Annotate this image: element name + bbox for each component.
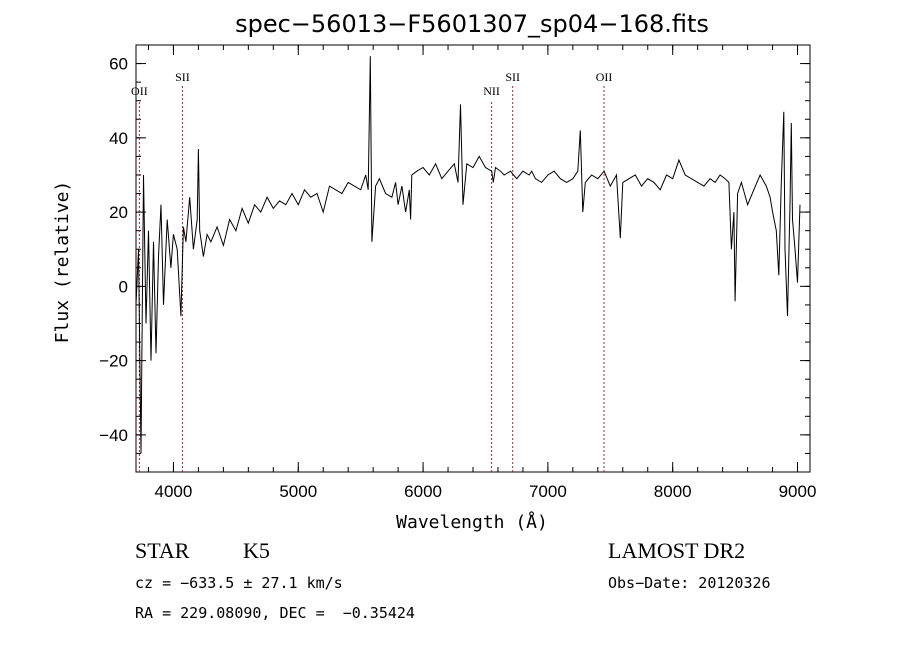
redshift-text: cz = −633.5 ± 27.1 km/s [135, 574, 343, 592]
y-tick-label: −20 [99, 352, 128, 371]
y-axis-label: Flux (relative) [52, 181, 73, 344]
y-tick-label: 0 [119, 277, 128, 296]
emission-line-label: SII [505, 70, 520, 84]
plot-frame [135, 44, 811, 473]
x-axis-label: Wavelength (Å) [396, 511, 548, 533]
plot-area: 4000 5000 6000 7000 8000 9000−40−200204060OII… [99, 44, 817, 501]
survey-name: LAMOST DR2 [608, 538, 746, 563]
emission-line-label: OII [596, 70, 613, 84]
emission-line-label: OII [131, 84, 148, 98]
x-tick-label: 7000 [529, 482, 567, 501]
x-tick-label: 6000 [404, 482, 442, 501]
x-tick-label: 8000 [654, 482, 692, 501]
object-subclass: K5 [243, 538, 270, 563]
x-tick-label: 4000 [155, 482, 193, 501]
emission-line-label: SII [175, 70, 190, 84]
y-tick-label: 40 [109, 129, 128, 148]
spectrum-line [136, 56, 801, 454]
obs-date-text: Obs−Date: 20120326 [608, 574, 771, 592]
x-tick-label: 5000 [279, 482, 317, 501]
chart-title: spec−56013−F5601307_sp04−168.fits [235, 10, 709, 38]
emission-line-label: NII [483, 84, 500, 98]
y-tick-label: 60 [109, 55, 128, 74]
y-tick-label: −40 [99, 426, 128, 445]
x-tick-label: 9000 [779, 482, 817, 501]
object-class: STAR [135, 538, 190, 563]
y-tick-label: 20 [109, 203, 128, 222]
coordinates-text: RA = 229.08090, DEC = −0.35424 [135, 604, 415, 622]
